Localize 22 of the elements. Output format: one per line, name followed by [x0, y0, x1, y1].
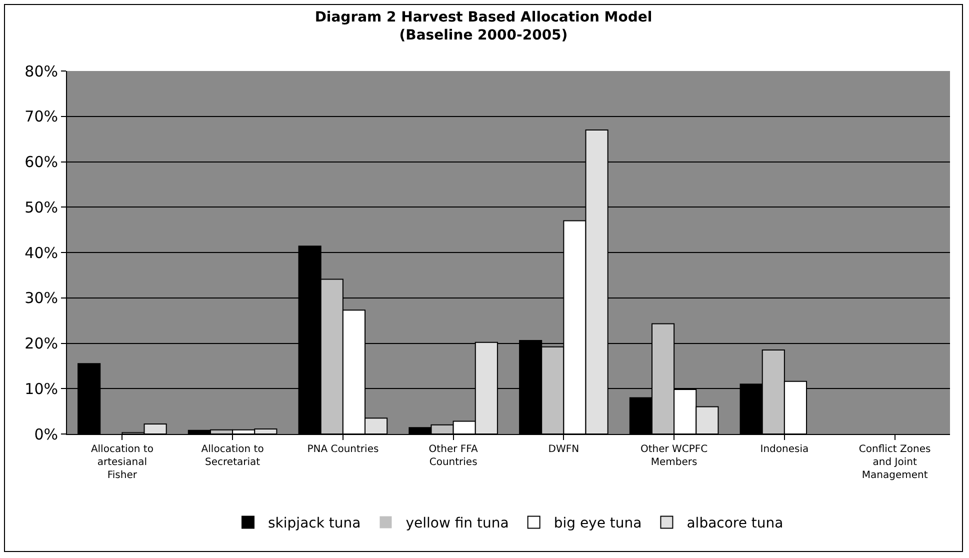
x-tick-label: Allocation to Secretariat [201, 444, 264, 468]
y-tick-label: 0% [34, 425, 58, 444]
x-tick-label: Conflict Zones and Joint Management [858, 444, 931, 481]
y-tick-label: 80% [24, 62, 58, 80]
x-tick-label: Other WCPFC Members [640, 444, 708, 468]
y-tick-label: 50% [24, 198, 58, 216]
legend-label: albacore tuna [686, 516, 784, 532]
x-tick-label: Allocation to artesianal Fisher [90, 444, 154, 481]
x-tick-label: Other FFA Countries [428, 444, 478, 468]
y-tick-label: 40% [24, 244, 58, 262]
legend-label: yellow fin tuna [406, 516, 509, 532]
legend-label: big eye tuna [554, 516, 642, 532]
y-tick-label: 30% [24, 289, 58, 308]
y-tick-label: 10% [24, 380, 58, 398]
x-tick-label: PNA Countries [307, 444, 379, 455]
x-tick-label: DWFN [548, 444, 580, 455]
legend-label: skipjack tuna [268, 516, 361, 532]
x-tick-label: Indonesia [760, 444, 809, 455]
chart-title: Diagram 2 Harvest Based Allocation Model (Baseline 2000-2005) [314, 9, 652, 44]
y-tick-label: 70% [24, 108, 58, 126]
y-tick-label: 20% [24, 334, 58, 352]
y-tick-label: 60% [24, 153, 58, 171]
